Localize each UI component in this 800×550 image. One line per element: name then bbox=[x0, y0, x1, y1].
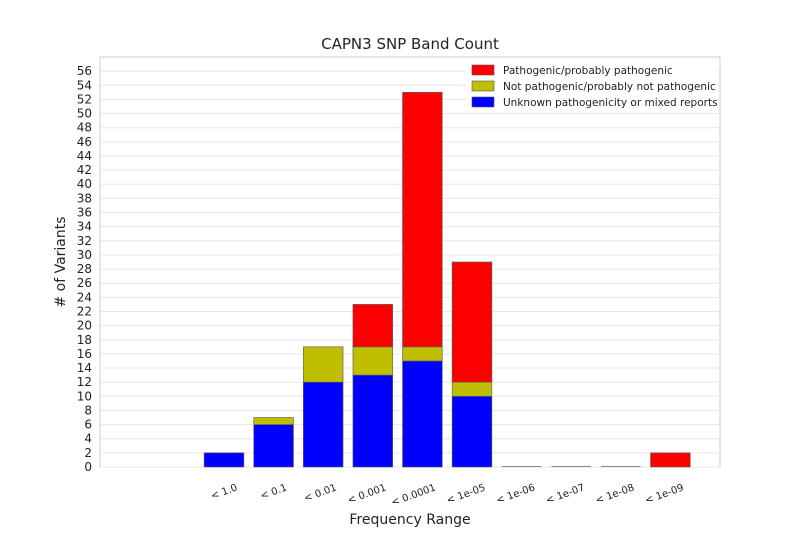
y-tick-label: 46 bbox=[77, 135, 92, 149]
bar-segment bbox=[650, 452, 691, 468]
y-tick-label: 10 bbox=[77, 389, 92, 403]
y-tick-label: 40 bbox=[77, 177, 92, 191]
legend-swatch bbox=[471, 80, 495, 92]
bar-segment bbox=[402, 92, 443, 348]
bar-segment bbox=[451, 261, 493, 383]
y-tick-label: 30 bbox=[77, 248, 92, 262]
legend-swatch bbox=[471, 64, 495, 76]
bar-segment bbox=[352, 346, 393, 376]
x-tick-label: < 0.001 bbox=[346, 482, 388, 506]
legend-box bbox=[466, 60, 716, 112]
y-tick-label: 50 bbox=[77, 107, 92, 121]
y-tick-label: 48 bbox=[77, 121, 92, 135]
x-tick-label: < 0.01 bbox=[303, 482, 339, 504]
bars bbox=[203, 92, 691, 468]
bar-segment bbox=[451, 381, 493, 397]
y-tick-label: 8 bbox=[84, 403, 92, 417]
x-axis-label: Frequency Range bbox=[349, 512, 470, 528]
y-tick-label: 18 bbox=[77, 333, 92, 347]
y-tick-label: 14 bbox=[77, 361, 92, 375]
y-tick-label: 56 bbox=[77, 64, 92, 78]
y-tick-label: 52 bbox=[77, 92, 92, 106]
y-tick-label: 20 bbox=[77, 319, 92, 333]
y-tick-label: 42 bbox=[77, 163, 92, 177]
bar-segment bbox=[402, 346, 443, 362]
y-tick-label: 28 bbox=[77, 262, 92, 276]
legend-swatch bbox=[471, 96, 495, 108]
y-tick-label: 38 bbox=[77, 191, 92, 205]
y-tick-label: 22 bbox=[77, 304, 92, 318]
y-tick-label: 12 bbox=[77, 375, 92, 389]
bar-segment bbox=[352, 304, 393, 348]
y-axis-ticks: 0246810121416182022242628303234363840424… bbox=[77, 64, 92, 474]
x-tick-label: < 1e-05 bbox=[445, 482, 487, 506]
y-tick-label: 6 bbox=[84, 418, 92, 432]
legend-label: Pathogenic/probably pathogenic bbox=[503, 65, 673, 77]
x-tick-label: < 1e-07 bbox=[544, 482, 586, 506]
y-tick-label: 32 bbox=[77, 234, 92, 248]
x-tick-label: < 1e-09 bbox=[644, 482, 686, 506]
y-tick-label: 34 bbox=[77, 220, 92, 234]
y-tick-label: 24 bbox=[77, 290, 92, 304]
x-axis-ticks: < 1.0 < 0.1 < 0.01 < 0.001 < 0.0001 < 1e-05 < … bbox=[209, 482, 685, 508]
bar-segment bbox=[451, 396, 493, 468]
y-tick-label: 54 bbox=[77, 78, 92, 92]
x-tick-label: < 1.0 bbox=[209, 482, 239, 502]
y-tick-label: 26 bbox=[77, 276, 92, 290]
legend: Pathogenic/probably pathogenic Not pathog… bbox=[466, 60, 718, 112]
bar-segment bbox=[303, 346, 344, 383]
x-tick-label: < 0.1 bbox=[259, 482, 289, 502]
bar-segment bbox=[253, 424, 294, 468]
legend-label: Unknown pathogenicity or mixed reports bbox=[503, 97, 718, 109]
bar-segment bbox=[352, 374, 393, 468]
y-tick-label: 36 bbox=[77, 206, 92, 220]
y-axis-label: # of Variants bbox=[53, 216, 69, 307]
bar-segment bbox=[303, 381, 344, 468]
y-tick-label: 44 bbox=[77, 149, 92, 163]
x-tick-label: < 0.0001 bbox=[390, 482, 438, 508]
y-tick-label: 4 bbox=[84, 432, 92, 446]
x-tick-label: < 1e-06 bbox=[495, 482, 537, 506]
bar-segment bbox=[203, 452, 245, 468]
y-tick-label: 2 bbox=[84, 446, 92, 460]
x-tick-label: < 1e-08 bbox=[594, 482, 636, 506]
bar-segment bbox=[402, 360, 443, 468]
y-tick-label: 16 bbox=[77, 347, 92, 361]
y-tick-label: 0 bbox=[84, 460, 92, 474]
chart-title: CAPN3 SNP Band Count bbox=[321, 35, 499, 53]
legend-label: Not pathogenic/probably not pathogenic bbox=[503, 81, 716, 93]
bar-segment bbox=[253, 417, 294, 425]
